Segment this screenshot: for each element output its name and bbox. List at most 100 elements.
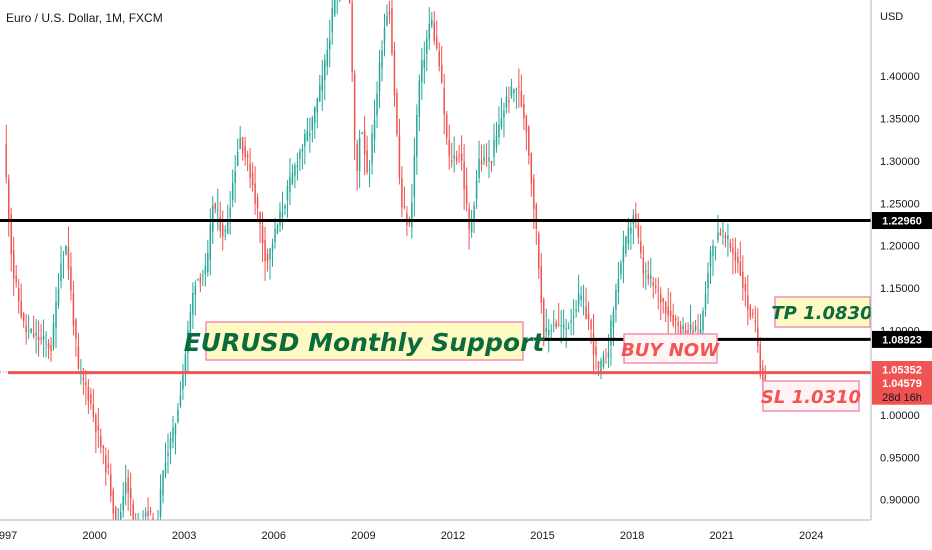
candle bbox=[12, 236, 15, 297]
candle-body bbox=[52, 322, 55, 347]
candle bbox=[319, 75, 321, 102]
candle-body bbox=[754, 320, 757, 323]
candle bbox=[291, 164, 294, 186]
candle bbox=[664, 300, 667, 323]
candle-body bbox=[70, 266, 72, 291]
candle-body bbox=[10, 214, 12, 255]
candle-body bbox=[543, 299, 545, 340]
candle-body bbox=[659, 293, 662, 303]
tp-annotation: TP 1.0830 bbox=[771, 296, 873, 328]
candle-body bbox=[40, 338, 42, 340]
candle bbox=[547, 318, 550, 353]
candle bbox=[5, 124, 7, 184]
candle-body bbox=[27, 330, 30, 332]
candle-body bbox=[361, 133, 363, 135]
buy-annotation: BUY NOW bbox=[621, 333, 720, 364]
candle bbox=[463, 144, 465, 211]
candle bbox=[572, 299, 575, 336]
candle bbox=[540, 253, 543, 314]
candle-body bbox=[107, 464, 110, 468]
candle-body bbox=[194, 285, 197, 296]
candle-body bbox=[256, 197, 259, 209]
candle bbox=[485, 143, 488, 167]
lower-level-tag-text: 1.08923 bbox=[882, 334, 922, 346]
candle bbox=[85, 370, 87, 406]
candle bbox=[752, 308, 754, 319]
candle-body bbox=[102, 446, 105, 449]
candle bbox=[167, 433, 169, 474]
candle-body bbox=[371, 133, 373, 164]
candle bbox=[110, 463, 112, 503]
candle-body bbox=[712, 245, 714, 257]
candle-body bbox=[421, 60, 423, 82]
candle-body bbox=[226, 220, 229, 234]
candle-body bbox=[326, 49, 329, 67]
candle-body bbox=[62, 260, 65, 262]
candle-body bbox=[592, 333, 595, 355]
candle bbox=[465, 167, 468, 212]
candle bbox=[172, 415, 174, 449]
candle-body bbox=[90, 393, 92, 404]
candle-body bbox=[570, 320, 572, 323]
candle-body bbox=[640, 241, 642, 253]
candle bbox=[358, 129, 361, 189]
candle bbox=[72, 280, 75, 336]
candle-body bbox=[348, 0, 351, 3]
candle-body bbox=[177, 409, 179, 423]
candle bbox=[605, 348, 607, 364]
candle bbox=[535, 202, 538, 245]
candle-body bbox=[440, 64, 443, 83]
candle-body bbox=[635, 213, 637, 221]
candle-body bbox=[47, 343, 50, 349]
candle bbox=[640, 225, 642, 259]
candle bbox=[65, 245, 67, 256]
candle bbox=[97, 407, 100, 448]
candle bbox=[92, 389, 95, 423]
candle-body bbox=[535, 204, 538, 229]
candle-body bbox=[485, 160, 488, 163]
candle bbox=[458, 145, 460, 163]
candle-body bbox=[77, 346, 80, 369]
last-price-tag-text: 1.04579 bbox=[882, 378, 922, 390]
candle bbox=[373, 99, 376, 154]
candle-body bbox=[281, 212, 284, 217]
candle bbox=[25, 313, 27, 345]
candle bbox=[657, 277, 659, 310]
candle-body bbox=[600, 360, 602, 372]
candle-body bbox=[458, 155, 460, 157]
candle bbox=[324, 54, 326, 101]
candle-body bbox=[353, 73, 356, 140]
candle bbox=[747, 275, 749, 326]
candle-body bbox=[57, 288, 60, 305]
candle-body bbox=[722, 230, 724, 232]
candle-body bbox=[30, 328, 32, 333]
candle-body bbox=[500, 118, 503, 128]
candle-body bbox=[331, 7, 333, 33]
candle-body bbox=[719, 231, 722, 236]
candle bbox=[694, 320, 697, 333]
candle bbox=[244, 136, 246, 166]
candle bbox=[289, 157, 291, 206]
x-tick-label: 2000 bbox=[82, 530, 106, 542]
candle-body bbox=[622, 246, 625, 264]
candle-body bbox=[498, 124, 500, 138]
candle bbox=[149, 506, 152, 516]
candle-body bbox=[528, 127, 530, 156]
candle-body bbox=[50, 345, 52, 352]
candle-body bbox=[550, 330, 552, 332]
candle-body bbox=[129, 487, 132, 499]
candle bbox=[57, 273, 60, 309]
candle-body bbox=[321, 75, 324, 92]
candle-body bbox=[448, 140, 450, 157]
candle-body bbox=[383, 27, 386, 44]
candle-body bbox=[416, 115, 418, 157]
candle bbox=[207, 239, 209, 277]
candle bbox=[386, 4, 388, 27]
candle-body bbox=[672, 314, 674, 326]
candle bbox=[440, 45, 443, 84]
candle-body bbox=[167, 452, 169, 456]
candle bbox=[40, 323, 42, 345]
candle-body bbox=[316, 98, 319, 113]
candle-body bbox=[423, 59, 426, 68]
candle bbox=[530, 152, 533, 197]
